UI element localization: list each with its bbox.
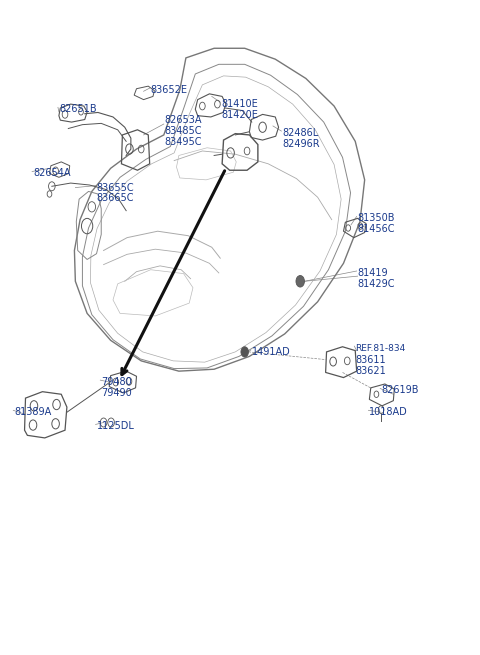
Text: 79490: 79490 bbox=[101, 388, 132, 398]
Text: 83611: 83611 bbox=[355, 354, 386, 365]
Text: 81410E: 81410E bbox=[221, 99, 258, 109]
Circle shape bbox=[241, 346, 249, 357]
Text: 81429C: 81429C bbox=[358, 279, 395, 289]
Circle shape bbox=[296, 276, 304, 287]
Text: 81419: 81419 bbox=[358, 268, 388, 278]
Text: 81456C: 81456C bbox=[358, 224, 395, 234]
Text: 82486L: 82486L bbox=[282, 128, 319, 138]
Text: 83495C: 83495C bbox=[165, 137, 202, 147]
Text: 81420E: 81420E bbox=[221, 110, 258, 120]
Text: 81350B: 81350B bbox=[358, 214, 395, 223]
Text: 82654A: 82654A bbox=[33, 168, 71, 178]
Text: 82653A: 82653A bbox=[165, 115, 202, 125]
Text: 83652E: 83652E bbox=[151, 85, 188, 95]
Text: 83665C: 83665C bbox=[96, 193, 134, 204]
Text: 79480: 79480 bbox=[101, 377, 132, 387]
Text: 82651B: 82651B bbox=[59, 104, 96, 114]
Text: 1125DL: 1125DL bbox=[96, 421, 134, 432]
Text: 83485C: 83485C bbox=[165, 126, 202, 136]
Text: 82496R: 82496R bbox=[282, 139, 320, 149]
Text: REF.81-834: REF.81-834 bbox=[355, 343, 406, 352]
Text: 1491AD: 1491AD bbox=[252, 347, 290, 357]
Text: 1018AD: 1018AD bbox=[370, 407, 408, 417]
Text: 82619B: 82619B bbox=[381, 385, 419, 396]
Text: 83655C: 83655C bbox=[96, 183, 134, 193]
Text: 83621: 83621 bbox=[355, 365, 386, 375]
Text: 81389A: 81389A bbox=[14, 407, 51, 417]
